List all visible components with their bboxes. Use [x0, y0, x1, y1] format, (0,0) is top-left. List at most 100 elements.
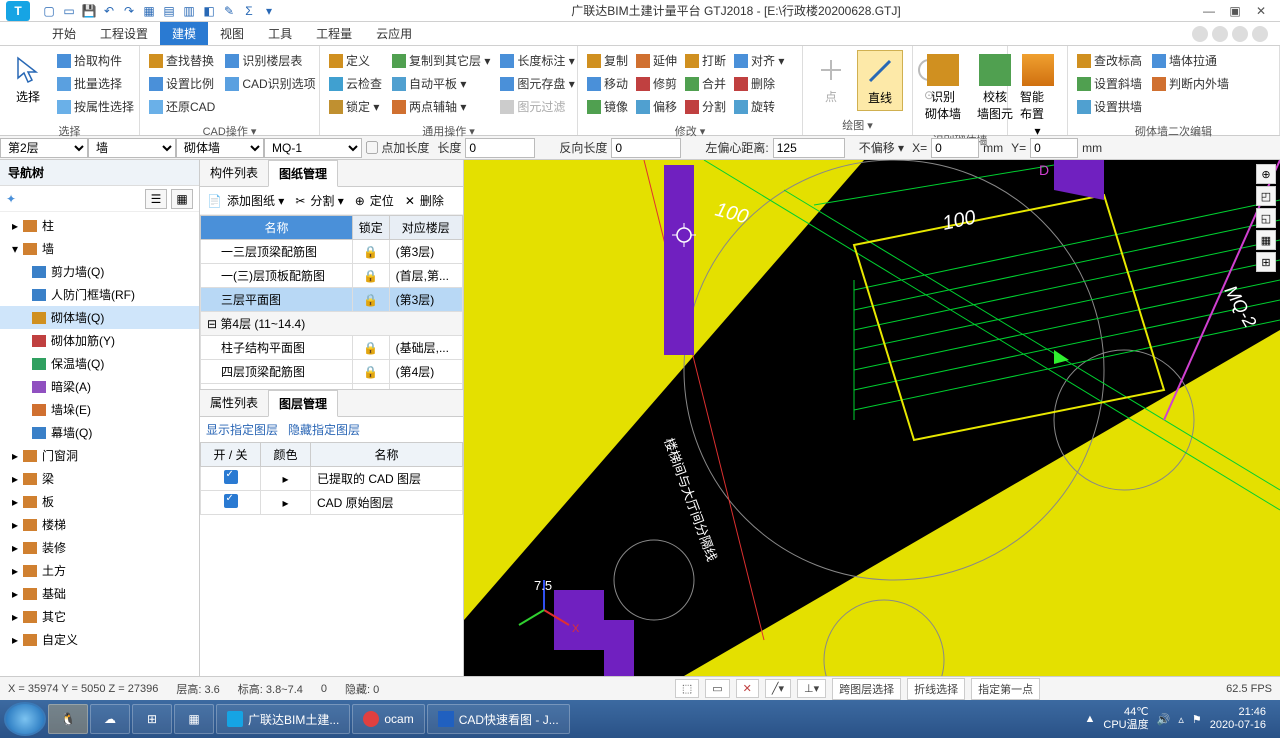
extend-button[interactable]: 延伸: [633, 50, 680, 71]
tree-item[interactable]: 幕墙(Q): [0, 421, 199, 444]
tree-item[interactable]: ▸楼梯: [0, 513, 199, 536]
tree-item[interactable]: ▸柱: [0, 214, 199, 237]
break-button[interactable]: 打断: [682, 50, 729, 71]
qat-undo-icon[interactable]: ↶: [100, 2, 118, 20]
add-drawing-button[interactable]: 📄添加图纸 ▾: [204, 190, 290, 211]
qat-icon[interactable]: ◧: [200, 2, 218, 20]
qat-icon[interactable]: ▤: [160, 2, 178, 20]
tree-item[interactable]: ▸基础: [0, 582, 199, 605]
two-point-axis-button[interactable]: 两点辅轴 ▾: [389, 96, 493, 117]
clock[interactable]: 21:462020-07-16: [1210, 706, 1266, 732]
minimize-button[interactable]: —: [1200, 4, 1218, 18]
qat-new-icon[interactable]: ▢: [40, 2, 58, 20]
qat-save-icon[interactable]: 💾: [80, 2, 98, 20]
table-row[interactable]: 三层平面图🔒(第3层): [201, 288, 463, 312]
cross-layer-button[interactable]: 跨图层选择: [832, 678, 901, 700]
tree-item[interactable]: 砌体加筋(Y): [0, 329, 199, 352]
rotate-button[interactable]: 旋转: [731, 96, 787, 117]
taskbar-app-icon[interactable]: ☁: [90, 704, 130, 734]
arch-wall-button[interactable]: 设置拱墙: [1074, 96, 1145, 117]
smart-place-button[interactable]: 智能布置▾: [1014, 50, 1061, 142]
align-button[interactable]: 对齐 ▾: [731, 50, 787, 71]
tree-item[interactable]: ▸门窗洞: [0, 444, 199, 467]
status-tool-icon[interactable]: ╱▾: [765, 679, 791, 698]
qat-icon[interactable]: ▥: [180, 2, 198, 20]
batch-select-button[interactable]: 批量选择: [54, 73, 137, 94]
tree-item[interactable]: 剪力墙(Q): [0, 260, 199, 283]
layer-grid[interactable]: 开 / 关颜色名称 ▸已提取的 CAD 图层▸CAD 原始图层: [200, 442, 463, 515]
tab-modeling[interactable]: 建模: [160, 22, 208, 45]
tray-icon[interactable]: 🔊: [1157, 713, 1171, 726]
tree-item[interactable]: ▸土方: [0, 559, 199, 582]
lock-button[interactable]: 锁定 ▾: [326, 96, 385, 117]
mirror-button[interactable]: 镜像: [584, 96, 631, 117]
qat-dropdown-icon[interactable]: ▾: [260, 2, 278, 20]
info-icon[interactable]: [1252, 26, 1268, 42]
category-select[interactable]: 墙: [88, 138, 176, 158]
tab-layers[interactable]: 图层管理: [268, 390, 338, 417]
table-row[interactable]: 四层顶梁配筋图🔒(第4层): [201, 360, 463, 384]
tree-item[interactable]: ▸装修: [0, 536, 199, 559]
tree-item[interactable]: ▸板: [0, 490, 199, 513]
tree-item[interactable]: 砌体墙(Q): [0, 306, 199, 329]
save-element-button[interactable]: 图元存盘 ▾: [497, 73, 577, 94]
taskbar-app-cad[interactable]: CAD快速看图 - J...: [427, 704, 570, 734]
auto-slab-button[interactable]: 自动平板 ▾: [389, 73, 493, 94]
help-icon[interactable]: [1192, 26, 1208, 42]
show-layer-link[interactable]: 显示指定图层: [206, 421, 278, 438]
qat-redo-icon[interactable]: ↷: [120, 2, 138, 20]
tree-item[interactable]: ▸其它: [0, 605, 199, 628]
tab-component-list[interactable]: 构件列表: [200, 160, 268, 186]
polyline-select-button[interactable]: 折线选择: [907, 678, 965, 700]
y-input[interactable]: [1030, 138, 1078, 158]
reverse-length-input[interactable]: [611, 138, 681, 158]
table-row[interactable]: ▸已提取的 CAD 图层: [201, 467, 463, 491]
close-button[interactable]: ✕: [1252, 4, 1270, 18]
define-button[interactable]: 定义: [326, 50, 385, 71]
list-view-toggle[interactable]: ☰: [145, 189, 167, 209]
floor-table-button[interactable]: 识别楼层表: [222, 50, 318, 71]
table-row[interactable]: 一(三)层顶板配筋图🔒(首层,第...: [201, 264, 463, 288]
tab-quantity[interactable]: 工程量: [304, 22, 364, 45]
cloud-check-button[interactable]: 云检查: [326, 73, 385, 94]
element-select[interactable]: MQ-1: [264, 138, 362, 158]
delete-button[interactable]: 删除: [731, 73, 787, 94]
split-button[interactable]: 分割: [682, 96, 729, 117]
recognize-wall-button[interactable]: 识别 砌体墙: [919, 50, 967, 126]
taskbar-app-icon[interactable]: ▦: [174, 704, 214, 734]
settings-icon[interactable]: [1232, 26, 1248, 42]
status-tool-icon[interactable]: ⊥▾: [797, 679, 826, 698]
dimension-button[interactable]: 长度标注 ▾: [497, 50, 577, 71]
qat-open-icon[interactable]: ▭: [60, 2, 78, 20]
locate-button[interactable]: ⊕定位: [352, 190, 400, 211]
table-row[interactable]: ▸CAD 原始图层: [201, 491, 463, 515]
tray-icon[interactable]: ⚑: [1192, 713, 1202, 726]
tab-project-settings[interactable]: 工程设置: [88, 22, 160, 45]
tree-item[interactable]: ▸自定义: [0, 628, 199, 651]
floor-select[interactable]: 第2层: [0, 138, 88, 158]
find-replace-button[interactable]: 查找替换: [146, 50, 218, 71]
tab-drawing-mgmt[interactable]: 图纸管理: [268, 160, 338, 187]
nav-tree[interactable]: ▸柱▾墙剪力墙(Q)人防门框墙(RF)砌体墙(Q)砌体加筋(Y)保温墙(Q)暗梁…: [0, 212, 199, 676]
offset-input[interactable]: [773, 138, 845, 158]
table-row[interactable]: ⊟ 第4层 (11~14.4): [201, 312, 463, 336]
qat-icon[interactable]: ▦: [140, 2, 158, 20]
tree-item[interactable]: 墙垛(E): [0, 398, 199, 421]
slope-wall-button[interactable]: 设置斜墙: [1074, 73, 1145, 94]
copy-to-floor-button[interactable]: 复制到其它层 ▾: [389, 50, 493, 71]
qat-icon[interactable]: ✎: [220, 2, 238, 20]
tree-item[interactable]: 人防门框墙(RF): [0, 283, 199, 306]
check-elev-button[interactable]: 查改标高: [1074, 50, 1145, 71]
taskbar-app-gtj[interactable]: 广联达BIM土建...: [216, 704, 350, 734]
status-tool-icon[interactable]: ✕: [736, 679, 759, 698]
taskbar-app-ocam[interactable]: ocam: [352, 704, 424, 734]
move-button[interactable]: 移动: [584, 73, 631, 94]
vp-tool-icon[interactable]: ◰: [1256, 186, 1276, 206]
wall-through-button[interactable]: 墙体拉通: [1149, 50, 1232, 71]
vp-tool-icon[interactable]: ⊕: [1256, 164, 1276, 184]
status-tool-icon[interactable]: ▭: [705, 679, 729, 698]
qat-icon[interactable]: Σ: [240, 2, 258, 20]
grid-view-toggle[interactable]: ▦: [171, 189, 193, 209]
tab-tools[interactable]: 工具: [256, 22, 304, 45]
taskbar-app-icon[interactable]: 🐧: [48, 704, 88, 734]
